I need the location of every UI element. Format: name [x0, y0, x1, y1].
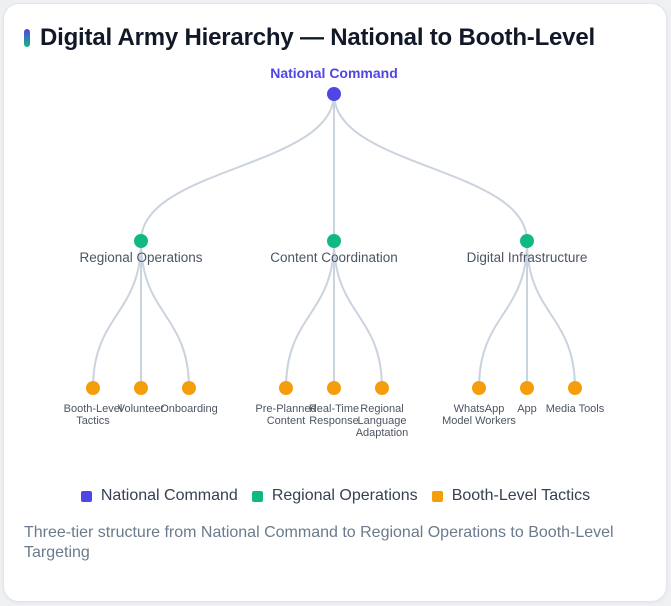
title-row: Digital Army Hierarchy — National to Boo…	[24, 24, 595, 52]
node-label-regional: Content Coordination	[270, 250, 398, 265]
node-booth[interactable]	[327, 381, 341, 395]
node-booth[interactable]	[134, 381, 148, 395]
node-regional[interactable]	[134, 234, 148, 248]
legend-swatch-regional	[251, 490, 263, 502]
node-label-booth: Response	[309, 415, 359, 427]
legend-label: Booth-Level Tactics	[451, 487, 591, 504]
node-booth[interactable]	[472, 381, 486, 395]
node-label-booth: Booth-Level	[64, 403, 123, 415]
node-booth[interactable]	[520, 381, 534, 395]
title-accent-bar	[24, 29, 30, 47]
node-label-booth: App	[517, 403, 537, 415]
legend-item-regional: Regional Operations	[251, 487, 418, 505]
caption: Three-tier structure from National Comma…	[24, 524, 614, 561]
node-booth[interactable]	[182, 381, 196, 395]
node-national-command[interactable]	[327, 87, 341, 101]
tree-link	[140, 93, 335, 242]
tree-nodes: National Command Regional Operations Booth…	[64, 65, 605, 439]
tree-link	[526, 240, 576, 389]
node-label-booth: Model Workers	[442, 415, 516, 427]
node-label-regional: Digital Infrastructure	[467, 250, 588, 265]
legend-label: National Command	[100, 487, 238, 504]
node-booth[interactable]	[568, 381, 582, 395]
node-label-booth: Adaptation	[356, 427, 409, 439]
node-label-national-command: National Command	[270, 65, 398, 81]
tree-link	[333, 240, 383, 389]
page-title: Digital Army Hierarchy — National to Boo…	[40, 24, 595, 51]
node-label-booth: Regional	[360, 403, 403, 415]
tree-link	[92, 240, 142, 389]
tree-link	[285, 240, 335, 389]
node-label-booth: Pre-Planned	[255, 403, 316, 415]
node-regional[interactable]	[327, 234, 341, 248]
legend-item-booth: Booth-Level Tactics	[431, 487, 591, 505]
node-label-booth: Media Tools	[546, 403, 605, 415]
legend-swatch-booth	[431, 490, 443, 502]
node-label-booth: Language	[358, 415, 407, 427]
node-regional[interactable]	[520, 234, 534, 248]
node-label-booth: Real-Time	[309, 403, 359, 415]
legend: National Command Regional Operations Boo…	[0, 487, 671, 505]
node-booth[interactable]	[375, 381, 389, 395]
legend-swatch-national	[80, 490, 92, 502]
node-booth[interactable]	[86, 381, 100, 395]
tree-link	[140, 240, 190, 389]
tree-links	[92, 93, 576, 389]
node-label-booth: WhatsApp	[454, 403, 505, 415]
hierarchy-tree: National Command Regional Operations Booth…	[64, 65, 605, 439]
node-label-booth: Content	[267, 415, 306, 427]
node-label-regional: Regional Operations	[79, 250, 202, 265]
tree-link	[333, 93, 528, 242]
node-label-booth: Volunteer	[118, 403, 165, 415]
node-booth[interactable]	[279, 381, 293, 395]
node-label-booth: Onboarding	[160, 403, 218, 415]
legend-label: Regional Operations	[271, 487, 418, 504]
node-label-booth: Tactics	[76, 415, 110, 427]
legend-item-national: National Command	[80, 487, 238, 505]
tree-link	[478, 240, 528, 389]
